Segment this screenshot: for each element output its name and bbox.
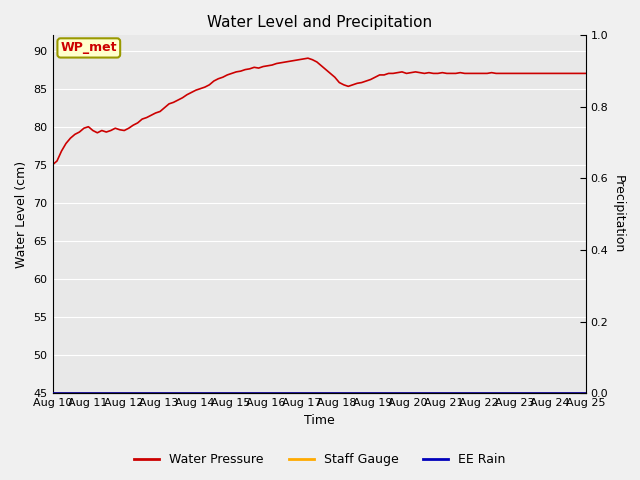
Y-axis label: Water Level (cm): Water Level (cm) bbox=[15, 161, 28, 268]
Water Pressure bbox=[49, 162, 56, 168]
EE Rain bbox=[49, 390, 56, 396]
Title: Water Level and Precipitation: Water Level and Precipitation bbox=[207, 15, 432, 30]
EE Rain bbox=[470, 390, 477, 396]
Water Pressure bbox=[161, 105, 168, 110]
Y-axis label: Precipitation: Precipitation bbox=[612, 175, 625, 253]
Water Pressure bbox=[582, 71, 589, 76]
Text: WP_met: WP_met bbox=[61, 41, 117, 54]
EE Rain bbox=[582, 390, 589, 396]
EE Rain bbox=[564, 390, 572, 396]
Line: Water Pressure: Water Pressure bbox=[52, 58, 586, 165]
Legend: Water Pressure, Staff Gauge, EE Rain: Water Pressure, Staff Gauge, EE Rain bbox=[129, 448, 511, 471]
Water Pressure bbox=[304, 55, 312, 61]
Water Pressure bbox=[474, 71, 482, 76]
X-axis label: Time: Time bbox=[304, 414, 335, 427]
EE Rain bbox=[416, 390, 424, 396]
EE Rain bbox=[192, 390, 200, 396]
Water Pressure bbox=[568, 71, 576, 76]
Water Pressure bbox=[420, 71, 428, 76]
Water Pressure bbox=[192, 87, 200, 93]
Water Pressure bbox=[349, 82, 356, 88]
EE Rain bbox=[161, 390, 168, 396]
EE Rain bbox=[344, 390, 352, 396]
